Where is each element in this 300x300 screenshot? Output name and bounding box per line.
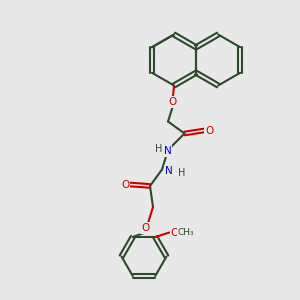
Text: O: O xyxy=(141,223,150,233)
Text: O: O xyxy=(171,227,179,238)
Text: O: O xyxy=(205,125,214,136)
Text: H: H xyxy=(178,168,185,178)
Text: N: N xyxy=(165,166,172,176)
Text: N: N xyxy=(164,146,171,156)
Text: CH₃: CH₃ xyxy=(178,228,194,237)
Text: H: H xyxy=(155,143,162,154)
Text: O: O xyxy=(121,179,129,190)
Text: O: O xyxy=(168,97,177,107)
